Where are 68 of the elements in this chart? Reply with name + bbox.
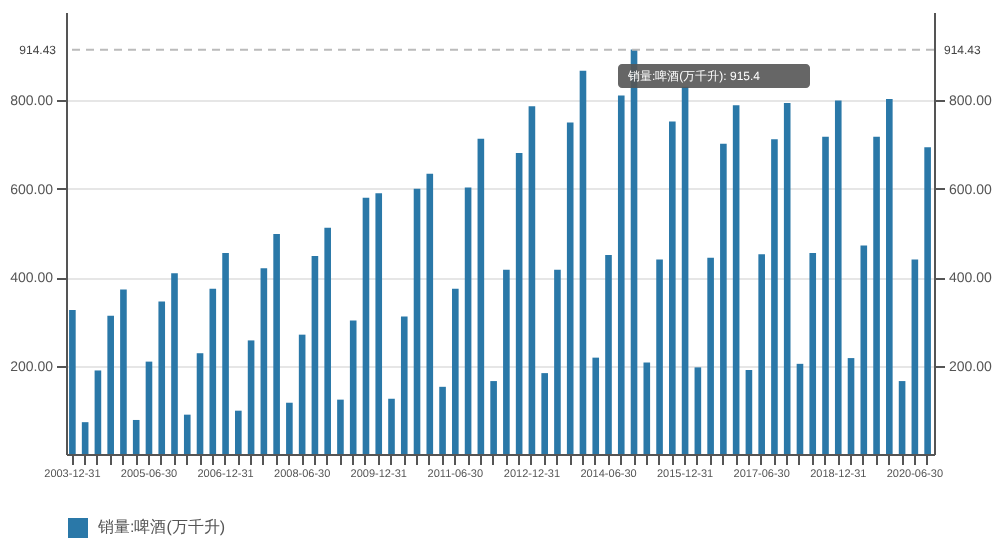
bar [860, 245, 868, 454]
bar [873, 136, 880, 454]
bar [566, 122, 574, 454]
bar [694, 367, 702, 454]
legend-label: 销量:啤酒(万千升) [96, 518, 226, 536]
bar [490, 381, 497, 454]
bar [656, 259, 663, 454]
bar [886, 99, 893, 454]
bar [771, 139, 778, 454]
bar [720, 143, 727, 454]
bar [298, 334, 306, 454]
bar [337, 399, 344, 454]
bar [362, 197, 370, 454]
bar [503, 269, 510, 454]
bar [605, 255, 612, 454]
bar [541, 373, 548, 454]
bar [554, 269, 561, 454]
bar [94, 370, 102, 454]
bar [464, 187, 472, 454]
bar [120, 289, 127, 454]
bar [579, 70, 587, 454]
bar [324, 227, 331, 454]
bar [924, 147, 931, 454]
bar [145, 361, 153, 454]
bar [847, 358, 855, 454]
bar [732, 105, 740, 454]
bar [375, 193, 383, 454]
bar [898, 381, 906, 454]
bar [822, 136, 829, 454]
bar [617, 95, 625, 454]
bar [400, 316, 408, 454]
bar [273, 233, 280, 454]
bar [69, 309, 76, 454]
bar [592, 357, 600, 454]
bar [707, 257, 714, 454]
bar [745, 370, 753, 454]
bar [196, 353, 204, 454]
bar [783, 103, 791, 454]
bar [911, 259, 919, 454]
bar [260, 268, 268, 454]
bar [796, 363, 804, 454]
bar [222, 252, 229, 454]
bar [477, 138, 485, 454]
bar [439, 386, 446, 454]
bar [643, 362, 651, 454]
bar [515, 153, 523, 454]
bar [247, 340, 255, 454]
bar [681, 86, 689, 454]
bar [528, 106, 536, 454]
bar [388, 398, 395, 454]
bar [809, 252, 817, 454]
bar [426, 173, 434, 454]
bar [669, 121, 676, 454]
bar [132, 419, 140, 454]
bar [452, 288, 459, 454]
bar [349, 320, 357, 454]
bar [286, 402, 293, 454]
bar [758, 254, 765, 454]
bar [183, 414, 191, 454]
bar [235, 410, 242, 454]
bar [311, 255, 319, 454]
bar [209, 288, 217, 454]
bar [81, 422, 89, 454]
bar [171, 273, 178, 454]
bar [413, 188, 421, 454]
bar [834, 100, 842, 454]
bar [107, 315, 114, 454]
bar [158, 301, 166, 454]
